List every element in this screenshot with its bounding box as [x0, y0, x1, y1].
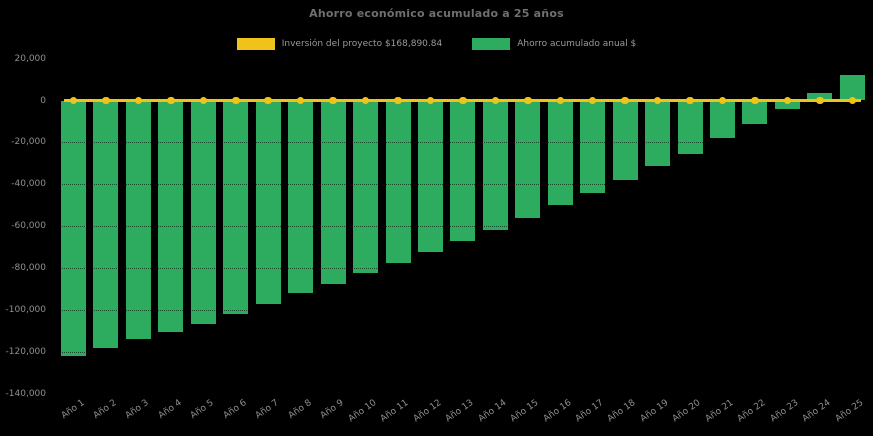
x-tick-label: Año 24	[800, 398, 833, 425]
chart-title: Ahorro económico acumulado a 25 años	[309, 7, 564, 20]
x-tick-label: Año 13	[443, 398, 476, 425]
x-tick-label: Año 18	[606, 398, 638, 425]
investment-line-marker	[848, 96, 857, 105]
bar-año-7	[255, 100, 281, 304]
gridline	[55, 309, 865, 311]
investment-line-marker	[718, 96, 727, 105]
legend-label-savings: Ahorro acumulado anual $	[517, 39, 637, 49]
investment-line-marker	[556, 96, 564, 105]
x-tick-label: Año 20	[671, 398, 703, 425]
y-tick-label: -100,000	[5, 304, 46, 315]
y-tick-label: -120,000	[5, 346, 46, 357]
bar-año-21	[710, 100, 735, 139]
investment-line-marker	[102, 96, 110, 105]
bar-año-19	[645, 100, 671, 167]
bar-año-16	[547, 100, 573, 206]
investment-line-marker	[69, 96, 78, 105]
bar-año-12	[417, 100, 443, 253]
bar-año-23	[774, 100, 800, 109]
investment-line-marker	[459, 96, 467, 105]
legend-label-investment: Inversión del proyecto $168,890.84	[281, 39, 443, 49]
bar-año-6	[223, 100, 249, 315]
x-tick-label: Año 25	[833, 398, 866, 425]
bar-año-3	[125, 100, 151, 340]
x-tick-label: Año 12	[411, 398, 444, 425]
bar-año-4	[158, 100, 184, 332]
x-tick-label: Año 4	[156, 398, 184, 422]
x-tick-label: Año 14	[476, 398, 509, 425]
x-tick-label: Año 1	[59, 398, 87, 422]
bar-año-25	[839, 75, 865, 101]
x-tick-label: Año 16	[541, 398, 573, 425]
investment-line-marker	[134, 96, 143, 105]
x-tick-label: Año 5	[189, 398, 217, 422]
x-tick-label: Año 2	[91, 398, 119, 422]
x-tick-label: Año 10	[346, 398, 379, 425]
investment-line-marker	[199, 96, 208, 105]
y-tick-label: -60,000	[11, 221, 46, 232]
y-tick-label: 20,000	[14, 53, 47, 64]
investment-line-marker	[426, 96, 435, 105]
bar-año-22	[742, 100, 768, 124]
bar-año-10	[353, 100, 379, 274]
x-tick-label: Año 23	[768, 398, 801, 425]
y-tick-label: -140,000	[5, 388, 46, 399]
x-tick-label: Año 8	[286, 398, 314, 422]
x-tick-label: Año 7	[253, 398, 281, 422]
gridline	[55, 142, 865, 144]
investment-line-marker	[361, 96, 370, 105]
x-tick-label: Año 22	[735, 398, 768, 425]
x-tick-label: Año 17	[573, 398, 606, 425]
gridline	[55, 226, 865, 228]
bar-año-17	[580, 100, 606, 193]
investment-line-marker	[329, 96, 337, 105]
investment-line-marker	[296, 96, 305, 105]
bar-año-1	[61, 100, 86, 356]
investment-line-marker	[686, 96, 694, 105]
y-tick-label: -80,000	[11, 263, 46, 274]
investment-line-marker	[588, 96, 597, 105]
investment-line-marker	[167, 96, 175, 105]
gridline	[55, 393, 865, 395]
x-tick-label: Año 15	[508, 398, 541, 425]
y-tick-label: 0	[40, 95, 46, 106]
gridline	[55, 58, 865, 60]
x-tick-label: Año 3	[124, 398, 152, 422]
y-tick-label: -40,000	[11, 179, 46, 190]
x-tick-label: Año 21	[703, 398, 736, 425]
investment-line-marker	[783, 96, 792, 105]
legend: Inversión del proyecto $168,890.84 Ahorr…	[0, 36, 873, 52]
bar-año-5	[190, 100, 216, 324]
gridline	[55, 184, 865, 186]
y-tick-label: -20,000	[11, 137, 46, 148]
investment-line-marker	[524, 96, 532, 105]
investment-line-marker	[653, 96, 662, 105]
investment-line-marker	[816, 96, 824, 105]
legend-swatch-investment	[236, 38, 275, 50]
bar-año-13	[450, 100, 476, 241]
legend-spacer	[449, 44, 465, 45]
bar-año-20	[677, 100, 703, 154]
bar-año-14	[482, 100, 508, 231]
x-tick-label: Año 6	[221, 398, 249, 422]
bar-año-9	[320, 100, 346, 284]
bar-año-15	[515, 100, 541, 218]
investment-line-marker	[491, 96, 500, 105]
investment-line-marker	[394, 96, 402, 105]
investment-line-marker	[621, 96, 629, 105]
gridline	[55, 268, 865, 270]
bar-año-8	[288, 100, 314, 294]
x-tick-label: Año 9	[318, 398, 346, 422]
legend-swatch-savings	[472, 38, 511, 50]
bar-año-11	[385, 100, 411, 263]
investment-line-marker	[264, 96, 272, 105]
x-tick-label: Año 11	[379, 398, 411, 425]
x-tick-label: Año 19	[638, 398, 671, 425]
bar-año-18	[612, 100, 638, 181]
investment-line-marker	[751, 96, 759, 105]
gridline	[55, 351, 865, 353]
bar-año-2	[93, 100, 119, 348]
investment-line-marker	[232, 96, 240, 105]
